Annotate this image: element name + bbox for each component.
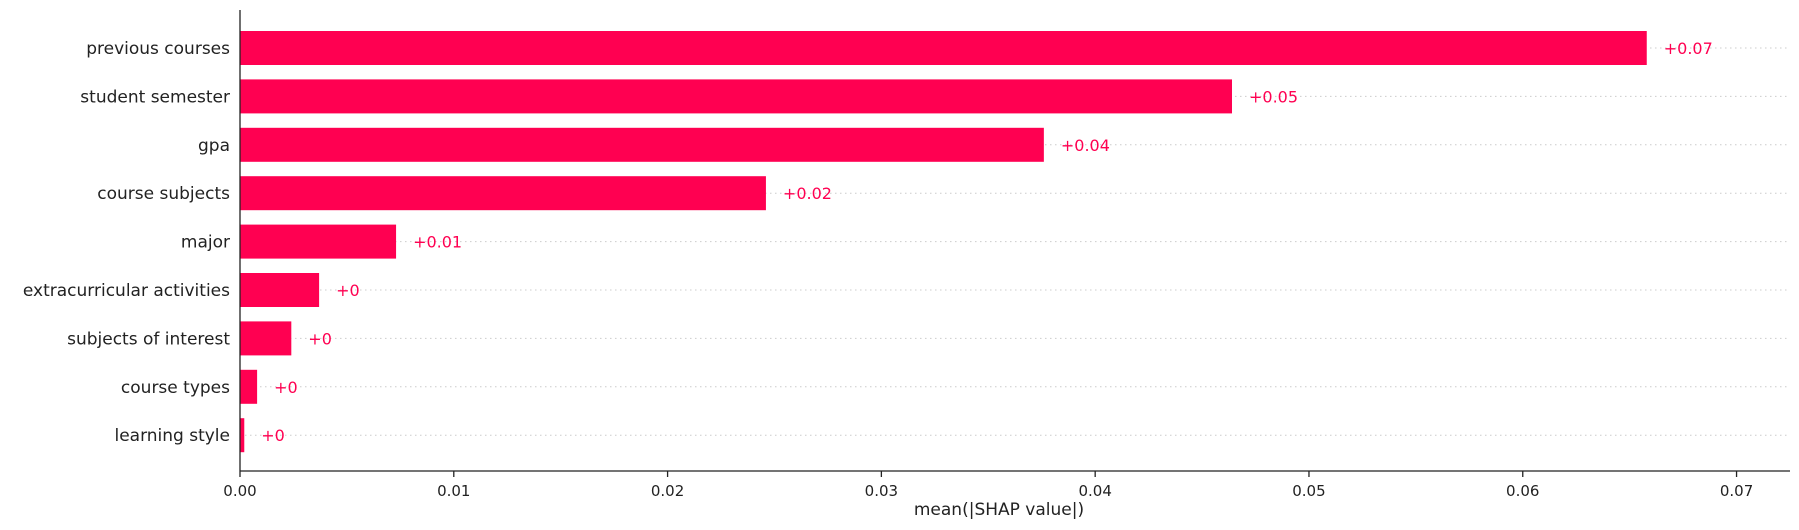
category-label: course types xyxy=(121,378,230,398)
value-label: +0 xyxy=(261,426,285,445)
value-label: +0.05 xyxy=(1249,87,1298,106)
category-label: extracurricular activities xyxy=(23,281,230,301)
x-axis-ticks: 0.00 0.01 0.02 0.03 0.04 0.05 0.06 0.07 xyxy=(223,471,1753,500)
value-label: +0.04 xyxy=(1061,136,1110,155)
x-tick-label: 0.00 xyxy=(223,482,256,500)
category-label: gpa xyxy=(198,136,230,156)
bar-extracurricular-activities xyxy=(240,273,320,307)
category-label: subjects of interest xyxy=(67,329,230,349)
bar-gpa xyxy=(240,127,1044,162)
x-tick-label: 0.04 xyxy=(1078,482,1111,500)
value-label: +0.02 xyxy=(783,184,832,203)
x-axis-title: mean(|SHAP value|) xyxy=(914,500,1084,520)
value-labels: +0.07 +0.05 +0.04 +0.02 +0.01 +0 +0 +0 +0 xyxy=(261,39,1713,445)
category-labels: previous courses student semester gpa cours… xyxy=(23,39,230,446)
bar-course-types xyxy=(240,369,258,404)
x-tick-label: 0.01 xyxy=(437,482,470,500)
category-label: student semester xyxy=(80,87,230,107)
bar-major xyxy=(240,224,397,259)
bar-student-semester xyxy=(240,79,1232,114)
bars xyxy=(240,31,1647,453)
value-label: +0 xyxy=(308,329,332,348)
x-tick-label: 0.06 xyxy=(1506,482,1539,500)
bar-course-subjects xyxy=(240,176,766,211)
category-label: major xyxy=(181,233,230,253)
value-label: +0 xyxy=(274,378,298,397)
category-label: previous courses xyxy=(86,39,230,59)
category-label: learning style xyxy=(114,426,230,446)
value-label: +0 xyxy=(336,281,360,300)
bar-learning-style xyxy=(240,418,245,453)
bar-previous-courses xyxy=(240,31,1647,65)
x-tick-label: 0.02 xyxy=(651,482,684,500)
bar-subjects-of-interest xyxy=(240,321,292,356)
x-tick-label: 0.05 xyxy=(1292,482,1325,500)
x-tick-label: 0.07 xyxy=(1720,482,1753,500)
value-label: +0.01 xyxy=(413,233,462,252)
value-label: +0.07 xyxy=(1664,39,1713,58)
x-tick-label: 0.03 xyxy=(865,482,898,500)
category-label: course subjects xyxy=(97,184,230,204)
